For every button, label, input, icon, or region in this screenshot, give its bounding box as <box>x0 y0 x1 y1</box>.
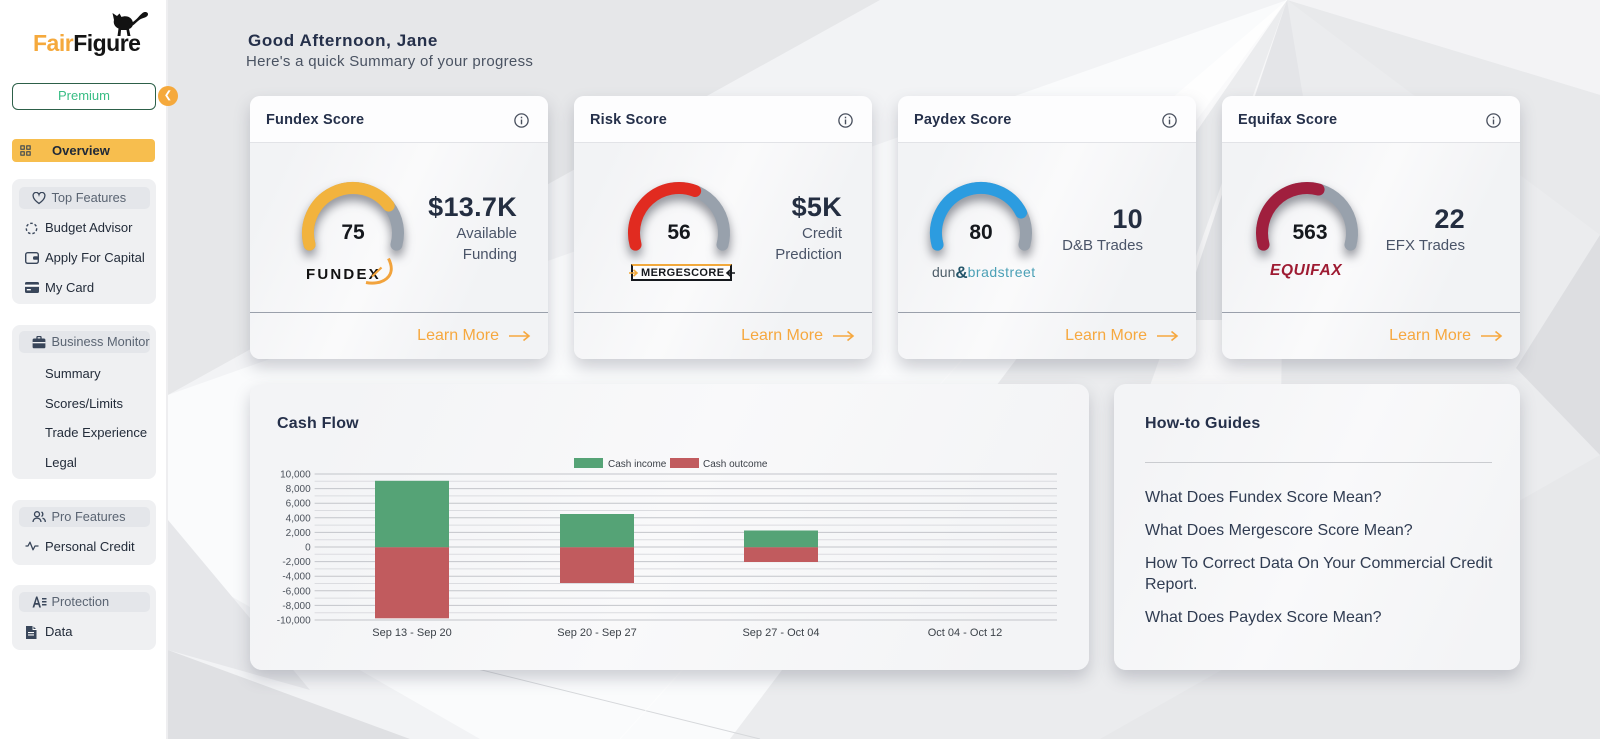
svg-text:2,000: 2,000 <box>286 528 311 539</box>
svg-text:Oct 04 - Oct 12: Oct 04 - Oct 12 <box>928 627 1003 639</box>
svg-text:Sep 20 - Sep 27: Sep 20 - Sep 27 <box>557 627 637 639</box>
svg-text:Cash income: Cash income <box>608 459 667 470</box>
svg-text:FUNDEX: FUNDEX <box>306 266 381 283</box>
svg-text:Sep 13 - Sep 20: Sep 13 - Sep 20 <box>372 627 452 639</box>
svg-text:-6,000: -6,000 <box>282 586 311 597</box>
svg-text:4,000: 4,000 <box>286 513 311 524</box>
svg-text:0: 0 <box>305 543 311 554</box>
svg-text:Cash outcome: Cash outcome <box>703 459 768 470</box>
svg-text:10,000: 10,000 <box>280 470 311 481</box>
svg-text:-4,000: -4,000 <box>282 572 311 583</box>
svg-text:-2,000: -2,000 <box>282 557 311 568</box>
svg-text:Sep 27 - Oct 04: Sep 27 - Oct 04 <box>742 627 819 639</box>
svg-text:-8,000: -8,000 <box>282 601 311 612</box>
svg-text:-10,000: -10,000 <box>277 616 311 627</box>
svg-text:8,000: 8,000 <box>286 484 311 495</box>
svg-text:6,000: 6,000 <box>286 499 311 510</box>
